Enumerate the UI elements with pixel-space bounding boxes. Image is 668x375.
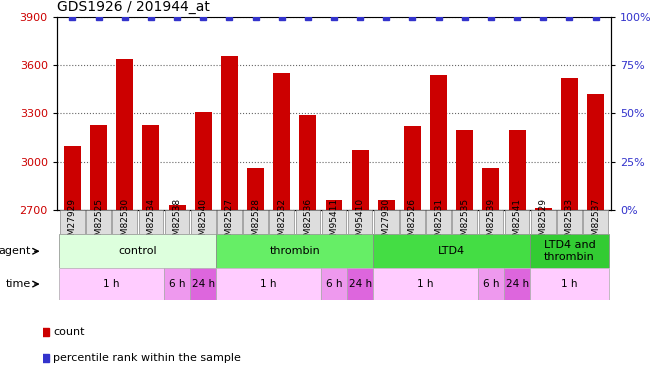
Bar bbox=[348, 210, 373, 234]
Bar bbox=[430, 75, 447, 210]
Bar bbox=[400, 210, 425, 234]
Text: GSM82531: GSM82531 bbox=[434, 198, 443, 247]
Text: LTD4: LTD4 bbox=[438, 246, 465, 256]
Bar bbox=[269, 210, 294, 234]
Bar bbox=[221, 56, 238, 210]
Text: thrombin: thrombin bbox=[269, 246, 320, 256]
Text: GSM82539: GSM82539 bbox=[486, 198, 496, 247]
Text: GSM27930: GSM27930 bbox=[382, 198, 391, 247]
Text: GSM27929: GSM27929 bbox=[68, 198, 77, 247]
Bar bbox=[531, 210, 556, 234]
Text: 1 h: 1 h bbox=[561, 279, 578, 289]
Bar bbox=[426, 210, 451, 234]
Bar bbox=[347, 268, 373, 300]
Bar bbox=[112, 210, 137, 234]
Bar bbox=[583, 210, 608, 234]
Text: GSM82537: GSM82537 bbox=[591, 198, 600, 247]
Text: LTD4 and
thrombin: LTD4 and thrombin bbox=[544, 240, 595, 262]
Text: 1 h: 1 h bbox=[261, 279, 277, 289]
Bar bbox=[190, 268, 216, 300]
Text: GSM82541: GSM82541 bbox=[512, 198, 522, 247]
Bar bbox=[479, 210, 503, 234]
Bar bbox=[508, 129, 526, 210]
Text: GSM95410: GSM95410 bbox=[355, 198, 365, 247]
Bar bbox=[142, 125, 160, 210]
Bar bbox=[482, 168, 500, 210]
Bar bbox=[139, 210, 163, 234]
Text: control: control bbox=[118, 246, 157, 256]
Text: GSM82540: GSM82540 bbox=[199, 198, 208, 247]
Text: time: time bbox=[6, 279, 31, 289]
Text: GSM82533: GSM82533 bbox=[565, 198, 574, 247]
Bar bbox=[478, 268, 504, 300]
Bar bbox=[587, 94, 604, 210]
Bar bbox=[216, 268, 321, 300]
Bar bbox=[64, 146, 81, 210]
Text: GSM82529: GSM82529 bbox=[538, 198, 548, 247]
Text: GSM82532: GSM82532 bbox=[277, 198, 286, 247]
Text: GSM95411: GSM95411 bbox=[329, 198, 339, 247]
Text: 24 h: 24 h bbox=[192, 279, 215, 289]
Text: 1 h: 1 h bbox=[104, 279, 120, 289]
Text: 24 h: 24 h bbox=[506, 279, 528, 289]
Bar bbox=[456, 129, 473, 210]
Bar bbox=[325, 200, 343, 210]
Bar bbox=[90, 125, 107, 210]
Bar bbox=[273, 73, 290, 210]
Text: 6 h: 6 h bbox=[483, 279, 499, 289]
Bar bbox=[299, 115, 317, 210]
Bar bbox=[351, 150, 369, 210]
Bar bbox=[452, 210, 477, 234]
Text: GSM82528: GSM82528 bbox=[251, 198, 260, 247]
Text: GSM82526: GSM82526 bbox=[408, 198, 417, 247]
Bar bbox=[534, 209, 552, 210]
Bar bbox=[247, 168, 264, 210]
Bar bbox=[373, 268, 478, 300]
Text: GSM82536: GSM82536 bbox=[303, 198, 313, 247]
Text: 6 h: 6 h bbox=[169, 279, 185, 289]
Text: GDS1926 / 201944_at: GDS1926 / 201944_at bbox=[57, 0, 210, 15]
Bar bbox=[530, 234, 609, 268]
Text: agent: agent bbox=[0, 246, 31, 256]
Text: GSM82530: GSM82530 bbox=[120, 198, 130, 247]
Bar bbox=[195, 112, 212, 210]
Bar bbox=[116, 59, 134, 210]
Bar bbox=[561, 78, 578, 210]
Text: 24 h: 24 h bbox=[349, 279, 371, 289]
Text: count: count bbox=[53, 327, 85, 337]
Bar bbox=[504, 268, 530, 300]
Text: 1 h: 1 h bbox=[418, 279, 434, 289]
Text: GSM82538: GSM82538 bbox=[172, 198, 182, 247]
Bar bbox=[216, 234, 373, 268]
Bar bbox=[374, 210, 399, 234]
Bar bbox=[59, 234, 216, 268]
Bar bbox=[530, 268, 609, 300]
Bar bbox=[373, 234, 530, 268]
Bar bbox=[165, 210, 189, 234]
Bar bbox=[164, 268, 190, 300]
Text: GSM82525: GSM82525 bbox=[94, 198, 103, 247]
Bar bbox=[321, 268, 347, 300]
Text: GSM82535: GSM82535 bbox=[460, 198, 469, 247]
Text: 6 h: 6 h bbox=[326, 279, 342, 289]
Text: GSM82534: GSM82534 bbox=[146, 198, 156, 247]
Text: GSM82527: GSM82527 bbox=[225, 198, 234, 247]
Bar bbox=[168, 205, 186, 210]
Bar bbox=[217, 210, 242, 234]
Bar bbox=[378, 200, 395, 210]
Bar bbox=[557, 210, 582, 234]
Bar bbox=[59, 268, 164, 300]
Bar bbox=[322, 210, 346, 234]
Bar bbox=[243, 210, 268, 234]
Bar bbox=[295, 210, 320, 234]
Text: percentile rank within the sample: percentile rank within the sample bbox=[53, 353, 241, 363]
Bar bbox=[404, 126, 421, 210]
Bar bbox=[191, 210, 216, 234]
Bar bbox=[505, 210, 529, 234]
Bar bbox=[86, 210, 111, 234]
Bar bbox=[60, 210, 85, 234]
